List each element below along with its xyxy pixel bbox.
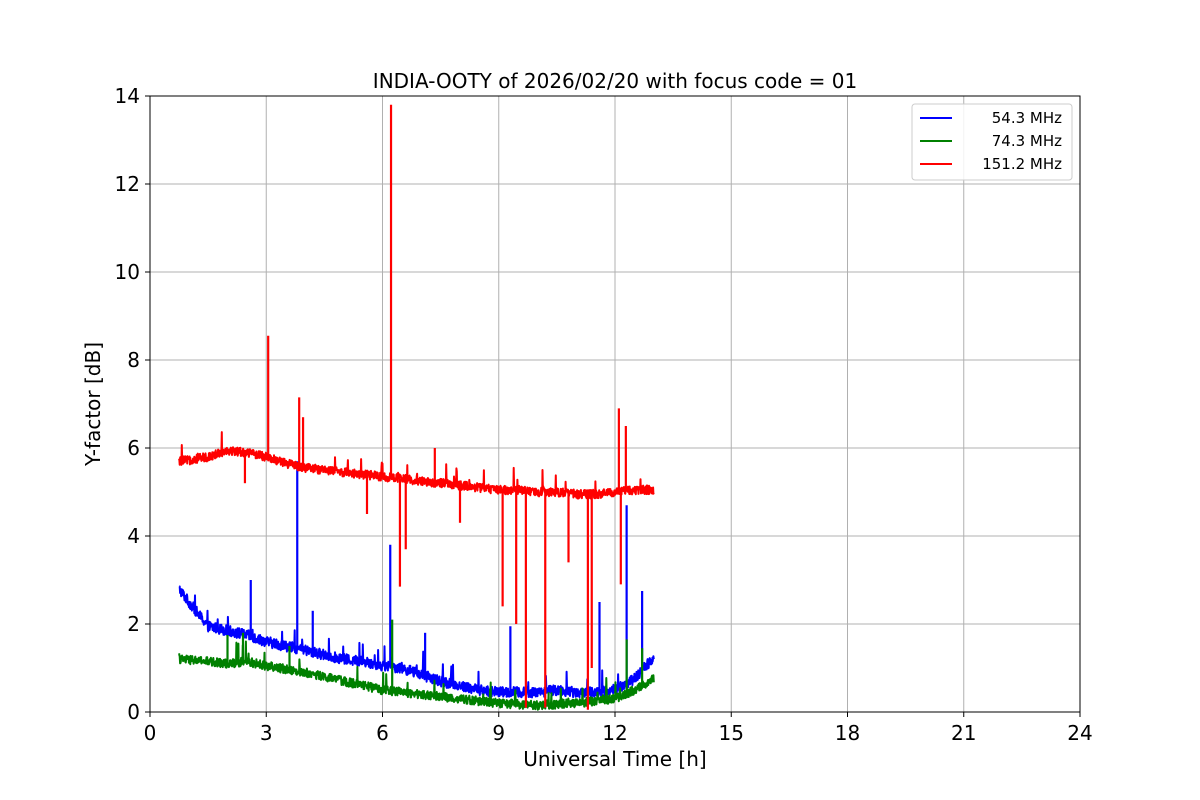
y-tick-label: 4 xyxy=(127,524,140,548)
series-151-2-mhz xyxy=(178,104,655,710)
x-tick-label: 0 xyxy=(144,721,157,745)
x-tick-label: 9 xyxy=(492,721,505,745)
y-tick-label: 10 xyxy=(115,260,140,284)
series-74-3-mhz xyxy=(178,619,655,711)
legend: 54.3 MHz 74.3 MHz 151.2 MHz xyxy=(911,103,1073,181)
y-tick-label: 8 xyxy=(127,348,140,372)
series-line xyxy=(178,640,655,711)
x-tick-label: 24 xyxy=(1067,721,1092,745)
y-tick-label: 14 xyxy=(115,84,140,108)
series-layer xyxy=(178,104,655,711)
legend-label: 151.2 MHz xyxy=(982,155,1062,173)
y-tick-label: 12 xyxy=(115,172,140,196)
chart-title: INDIA-OOTY of 2026/02/20 with focus code… xyxy=(373,69,857,93)
y-axis-label: Y-factor [dB] xyxy=(81,342,105,467)
y-tick-label: 2 xyxy=(127,612,140,636)
legend-box xyxy=(911,103,1073,181)
series-line xyxy=(178,431,655,500)
x-tick-label: 21 xyxy=(951,721,976,745)
x-tick-label: 3 xyxy=(260,721,273,745)
series-line xyxy=(178,585,655,699)
y-tick-label: 6 xyxy=(127,436,140,460)
y-tick-label: 0 xyxy=(127,700,140,724)
series-54-3-mhz xyxy=(178,461,655,699)
legend-label: 54.3 MHz xyxy=(992,109,1062,127)
x-tick-label: 15 xyxy=(719,721,744,745)
x-tick-label: 6 xyxy=(376,721,389,745)
legend-label: 74.3 MHz xyxy=(992,132,1062,150)
x-axis-label: Universal Time [h] xyxy=(523,747,706,771)
x-tick-label: 18 xyxy=(835,721,860,745)
x-tick-label: 12 xyxy=(602,721,627,745)
